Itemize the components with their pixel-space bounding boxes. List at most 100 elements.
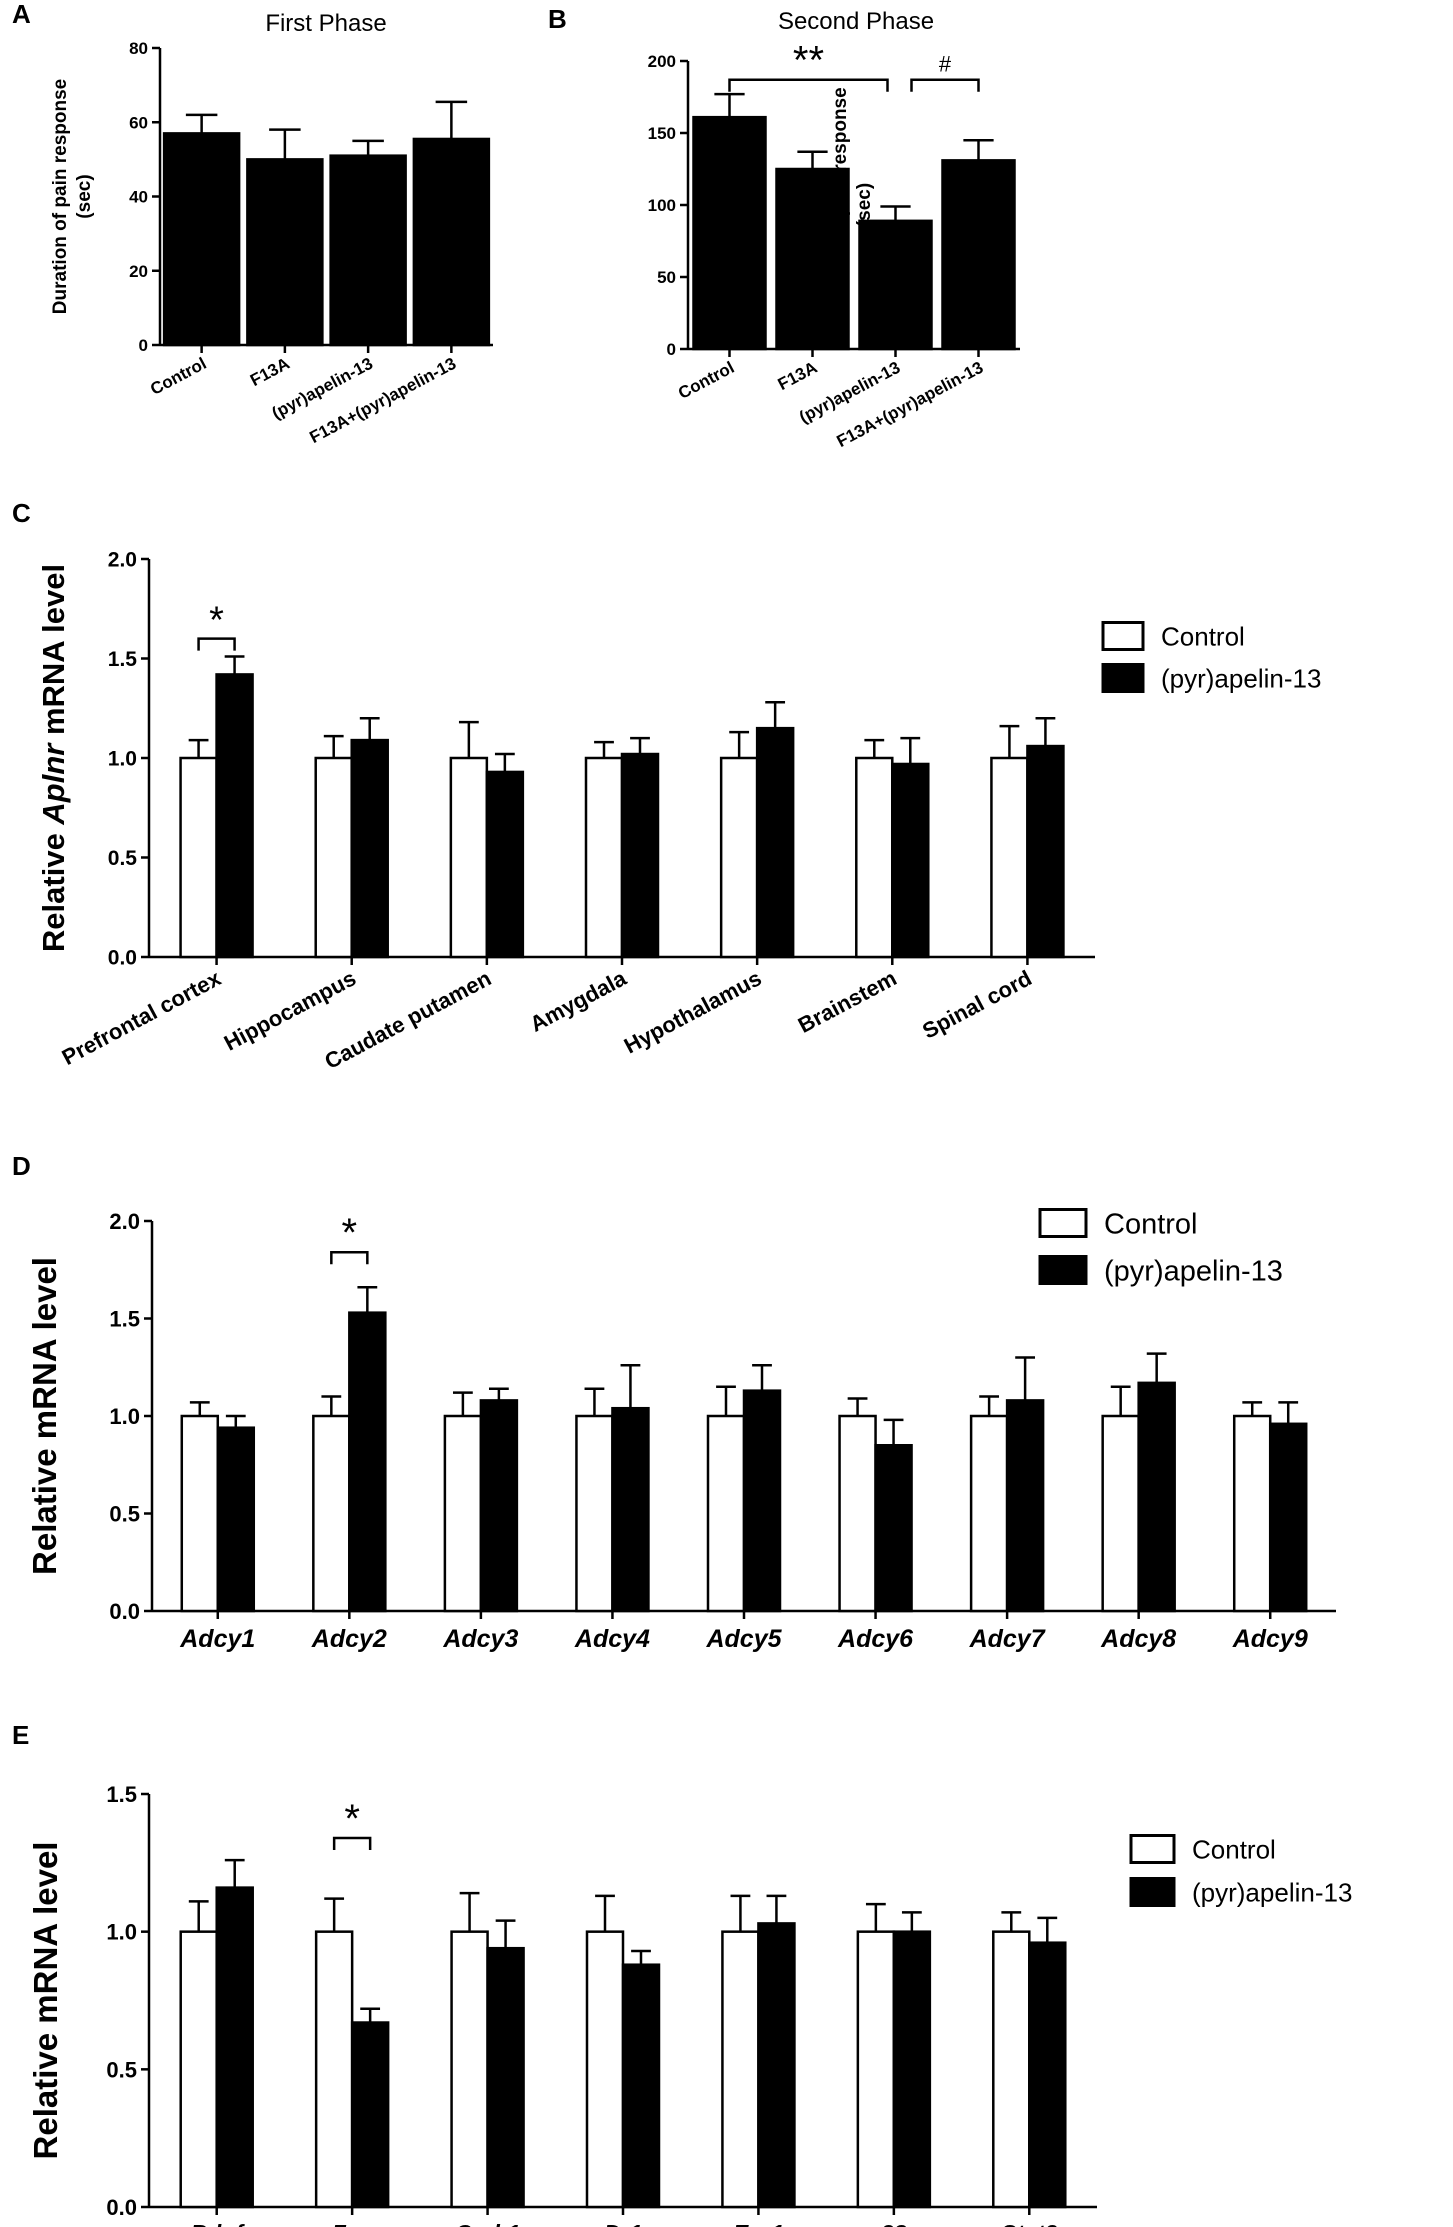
x-category-label: Brainstem <box>794 965 901 1038</box>
legend-label: (pyr)apelin-13 <box>1104 1255 1283 1287</box>
x-category-label: Bdnf <box>191 2220 246 2227</box>
x-category-label: Adcy6 <box>837 1625 914 1653</box>
bar-treatment <box>755 726 795 959</box>
y-tick-label: 1.5 <box>109 1306 140 1331</box>
y-tick-label: 1.5 <box>106 1782 137 1807</box>
bar-control <box>990 756 1029 959</box>
significance-marker: ** <box>793 39 824 83</box>
panel-d: D Relative mRNA level 0.0 0.5 1.0 1.5 2.0 Adcy1… <box>12 1151 1336 1653</box>
bar-control <box>855 756 894 959</box>
panel-c: C Relative Aplnr mRNA level 0.0 0.5 1.0 1.5 2.… <box>12 498 1321 1074</box>
y-axis-label: (sec) <box>74 174 95 218</box>
bar-treatment <box>620 752 660 959</box>
y-tick-label: 150 <box>648 124 676 143</box>
bar-control <box>585 1930 625 2209</box>
y-tick-label: 0 <box>667 340 676 359</box>
x-category-label: Adcy4 <box>574 1625 650 1653</box>
y-tick-label: 0.5 <box>108 847 138 870</box>
panel-letter: C <box>12 498 31 528</box>
bar-control <box>584 756 624 959</box>
significance-marker: * <box>209 600 224 642</box>
bar <box>246 158 324 347</box>
y-tick-label: 0.5 <box>106 2057 137 2082</box>
y-tick-label: 40 <box>129 188 148 207</box>
bar-control <box>180 1414 220 1613</box>
x-category-label: Adcy8 <box>1100 1625 1176 1653</box>
x-category-label: Adcy2 <box>311 1625 387 1653</box>
x-category-label: Adcy7 <box>969 1625 1046 1653</box>
bar-treatment <box>350 2021 390 2209</box>
bar <box>692 115 767 351</box>
bar-control <box>450 1930 489 2209</box>
x-category-label: Adcy5 <box>705 1625 782 1653</box>
bar <box>941 159 1016 351</box>
panel-letter: A <box>12 0 31 29</box>
chart-title: First Phase <box>265 10 386 37</box>
significance-marker: * <box>342 1211 358 1255</box>
y-axis-label: Relative Aplnr mRNA level <box>36 564 71 952</box>
x-category-label: Spinal cord <box>918 965 1036 1043</box>
bar-control <box>314 756 353 959</box>
y-tick-label: 60 <box>129 113 148 132</box>
y-tick-label: 0.0 <box>109 1599 140 1624</box>
y-axis-label-part: Aplnr <box>36 742 71 826</box>
y-tick-label: 1.0 <box>106 1920 137 1945</box>
x-category-label: Adcy3 <box>442 1625 518 1653</box>
x-category-label: Control <box>147 354 209 399</box>
y-tick-label: 1.5 <box>108 648 138 671</box>
panel-letter: B <box>548 4 567 34</box>
y-axis-label-part: Relative <box>36 825 71 953</box>
legend-label: Control <box>1104 1208 1198 1240</box>
bar <box>775 167 850 351</box>
y-tick-label: 50 <box>657 268 676 287</box>
bar <box>329 154 407 347</box>
bar-treatment <box>1026 744 1065 959</box>
legend-swatch <box>1038 1255 1088 1285</box>
significance-marker: * <box>344 1797 360 1841</box>
bar-treatment <box>742 1389 782 1613</box>
bar-treatment <box>891 762 930 959</box>
bar-treatment <box>892 1930 932 2209</box>
y-tick-label: 100 <box>648 196 676 215</box>
y-tick-label: 2.0 <box>108 549 137 572</box>
bar-control <box>969 1414 1009 1613</box>
y-axis-label: (sec) <box>854 183 875 227</box>
bar-treatment <box>348 1311 387 1613</box>
y-tick-label: 200 <box>648 52 676 71</box>
bar <box>412 137 491 347</box>
legend-swatch <box>1101 621 1145 651</box>
bar-treatment <box>611 1406 650 1613</box>
x-category-label: Adcy1 <box>179 1625 255 1653</box>
legend-label: (pyr)apelin-13 <box>1192 1877 1352 1907</box>
bar-treatment <box>1005 1399 1045 1613</box>
x-category-label: Stat2 <box>1001 2220 1057 2227</box>
bar-control <box>992 1930 1031 2209</box>
y-axis-label: Relative mRNA level <box>27 1842 64 2160</box>
panel-letter: E <box>12 1720 29 1750</box>
y-axis-label: Relative mRNA level <box>26 1257 63 1575</box>
x-category-label: Dr1 <box>604 2220 642 2227</box>
x-category-label: Prefrontal cortex <box>58 965 226 1070</box>
bar-control <box>856 1930 896 2209</box>
bar-control <box>449 756 489 959</box>
y-axis-label-part: Relative mRNA level <box>26 1257 63 1575</box>
bar-treatment <box>216 1426 256 1613</box>
y-tick-label: 0 <box>139 336 148 355</box>
x-category-label: Amygdala <box>526 965 631 1037</box>
bar-control <box>706 1414 746 1613</box>
y-tick-label: 0.0 <box>108 947 137 970</box>
bar-treatment <box>621 1963 661 2209</box>
x-category-label: Hypothalamus <box>620 965 766 1058</box>
bar <box>162 132 241 347</box>
x-category-label: Egr1 <box>733 2220 784 2227</box>
x-category-label: Creb1 <box>455 2220 520 2227</box>
legend-swatch <box>1101 663 1145 693</box>
bar-treatment <box>1268 1422 1308 1613</box>
y-axis-label-part: mRNA level <box>36 564 71 744</box>
panel-letter: D <box>12 1151 31 1181</box>
bar-treatment <box>215 673 254 959</box>
panel-a: A First Phase Duration of pain response (se… <box>12 0 493 447</box>
y-tick-label: 80 <box>129 39 148 58</box>
